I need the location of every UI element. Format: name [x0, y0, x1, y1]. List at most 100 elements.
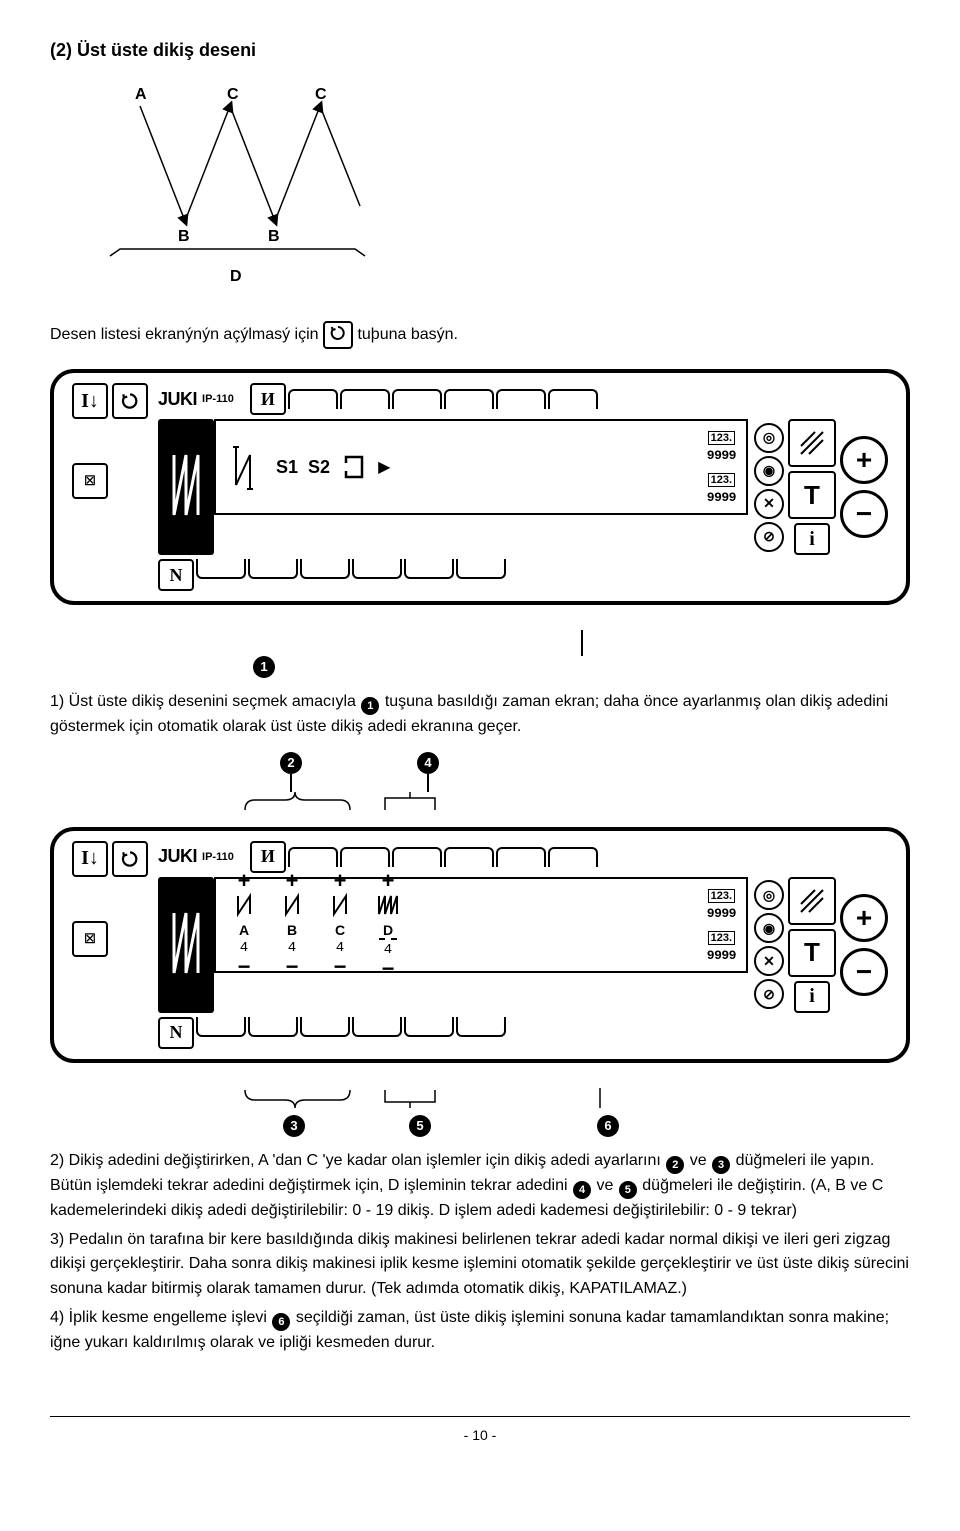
- abcd-row: + A 4 − + B 4 −: [226, 870, 406, 980]
- overlap-stitch-icon: [166, 445, 206, 529]
- control-panel-1: I↓ ☒ JUKI IP-110 И: [50, 369, 910, 605]
- p2-d: ve: [596, 1177, 613, 1194]
- model-label: IP-110: [202, 393, 234, 405]
- small-btn-2[interactable]: ◉: [754, 456, 784, 486]
- needle-down-button[interactable]: I↓: [72, 383, 108, 419]
- p2-a: 2) Dikiş adedini değiştirirken, A 'dan C…: [50, 1152, 661, 1169]
- col-c: + C 4 −: [322, 870, 358, 980]
- p4-a: 4) İplik kesme engelleme işlevi: [50, 1309, 267, 1326]
- callout-inline-2: 2: [666, 1156, 684, 1174]
- tab-b5-2[interactable]: [404, 1017, 454, 1037]
- plus-b: +: [286, 870, 299, 892]
- tab-5b[interactable]: [496, 847, 546, 867]
- intro-text-pre: Desen listesi ekranýnýn açýlmasý için: [50, 326, 319, 343]
- callout-5: 5: [409, 1115, 431, 1137]
- counter-b: 9999: [707, 490, 736, 505]
- minus-b: −: [286, 956, 299, 978]
- small-btn-1b[interactable]: ◎: [754, 880, 784, 910]
- tab-3[interactable]: [392, 389, 442, 409]
- small-btn-3[interactable]: ✕: [754, 489, 784, 519]
- tab-1b[interactable]: [288, 847, 338, 867]
- minus-c: −: [334, 956, 347, 978]
- plus-icon: +: [856, 904, 872, 932]
- tab-1[interactable]: [288, 389, 338, 409]
- tab-2[interactable]: [340, 389, 390, 409]
- refresh-button-2[interactable]: [112, 841, 148, 877]
- minus-button-2[interactable]: −: [840, 948, 888, 996]
- left-button-column-2: I↓ ☒: [72, 841, 148, 1049]
- label-a: A: [239, 922, 249, 938]
- stitch-a-icon: [234, 892, 254, 918]
- label-b: B: [287, 922, 297, 938]
- info-button-2[interactable]: i: [794, 981, 830, 1013]
- needle-updown-button-2[interactable]: ☒: [72, 921, 108, 957]
- section-heading: (2) Üst üste dikiş deseni: [50, 40, 910, 61]
- tab-b2-2[interactable]: [248, 1017, 298, 1037]
- tab-b1[interactable]: [196, 559, 246, 579]
- tab-6[interactable]: [548, 389, 598, 409]
- t-label-2: T: [804, 937, 820, 968]
- left-button-column: I↓ ☒: [72, 383, 148, 591]
- small-btn-2b[interactable]: ◉: [754, 913, 784, 943]
- small-btn-4b[interactable]: ⊘: [754, 979, 784, 1009]
- refresh-button[interactable]: [112, 383, 148, 419]
- char-bot-box: N: [158, 559, 194, 591]
- counter-a2: 9999: [707, 906, 736, 921]
- label-d: D: [383, 922, 393, 938]
- plus-icon: +: [856, 446, 872, 474]
- zigzag-label-a: A: [135, 86, 147, 103]
- tab-b1-2[interactable]: [196, 1017, 246, 1037]
- small-btn-4[interactable]: ⊘: [754, 522, 784, 552]
- callout-inline-3: 3: [712, 1156, 730, 1174]
- tab-6b[interactable]: [548, 847, 598, 867]
- plus-c: +: [334, 870, 347, 892]
- needle-down-icon: I↓: [81, 390, 99, 413]
- t-button-2[interactable]: T: [788, 929, 836, 977]
- needle-updown-icon: ☒: [84, 473, 96, 489]
- tab-b2[interactable]: [248, 559, 298, 579]
- pattern-indicator-2: [158, 877, 214, 1013]
- circle-icon: ◉: [763, 462, 775, 479]
- t-button[interactable]: T: [788, 471, 836, 519]
- small-btn-1[interactable]: ◎: [754, 423, 784, 453]
- info-button[interactable]: i: [794, 523, 830, 555]
- tab-2b[interactable]: [340, 847, 390, 867]
- tab-b3[interactable]: [300, 559, 350, 579]
- callout-1-wrap: 1: [253, 630, 910, 678]
- needle-down-button-2[interactable]: I↓: [72, 841, 108, 877]
- label-d-wrap: D: [379, 922, 397, 940]
- minus-button[interactable]: −: [840, 490, 888, 538]
- callout-inline-4: 4: [573, 1181, 591, 1199]
- tab-4[interactable]: [444, 389, 494, 409]
- zigzag-label-c1: C: [227, 86, 239, 103]
- info-icon-2: i: [809, 985, 815, 1008]
- tab-b5[interactable]: [404, 559, 454, 579]
- hatch-button-2[interactable]: [788, 877, 836, 925]
- char-bot-box-2: N: [158, 1017, 194, 1049]
- tab-b4[interactable]: [352, 559, 402, 579]
- refresh-icon: [120, 849, 140, 869]
- refresh-icon: [323, 321, 353, 349]
- needle-updown-button[interactable]: ☒: [72, 463, 108, 499]
- small-btn-3b[interactable]: ✕: [754, 946, 784, 976]
- tab-4b[interactable]: [444, 847, 494, 867]
- x-icon: ✕: [763, 495, 775, 512]
- tab-5[interactable]: [496, 389, 546, 409]
- plus-button[interactable]: +: [840, 436, 888, 484]
- x-icon: ✕: [763, 953, 775, 970]
- tab-b6-2[interactable]: [456, 1017, 506, 1037]
- minus-a: −: [238, 956, 251, 978]
- counter-icon-b2: 123.: [708, 931, 735, 945]
- plus-a: +: [238, 870, 251, 892]
- tab-b4-2[interactable]: [352, 1017, 402, 1037]
- callout-1: 1: [253, 656, 275, 678]
- callout-2: 2: [280, 752, 302, 774]
- tab-b3-2[interactable]: [300, 1017, 350, 1037]
- counter-stack-2: 123. 9999 123. 9999: [707, 886, 736, 964]
- hatch-button[interactable]: [788, 419, 836, 467]
- brace-bottom-row: [50, 1088, 910, 1115]
- tab-3b[interactable]: [392, 847, 442, 867]
- refresh-icon: [120, 391, 140, 411]
- plus-button-2[interactable]: +: [840, 894, 888, 942]
- tab-b6[interactable]: [456, 559, 506, 579]
